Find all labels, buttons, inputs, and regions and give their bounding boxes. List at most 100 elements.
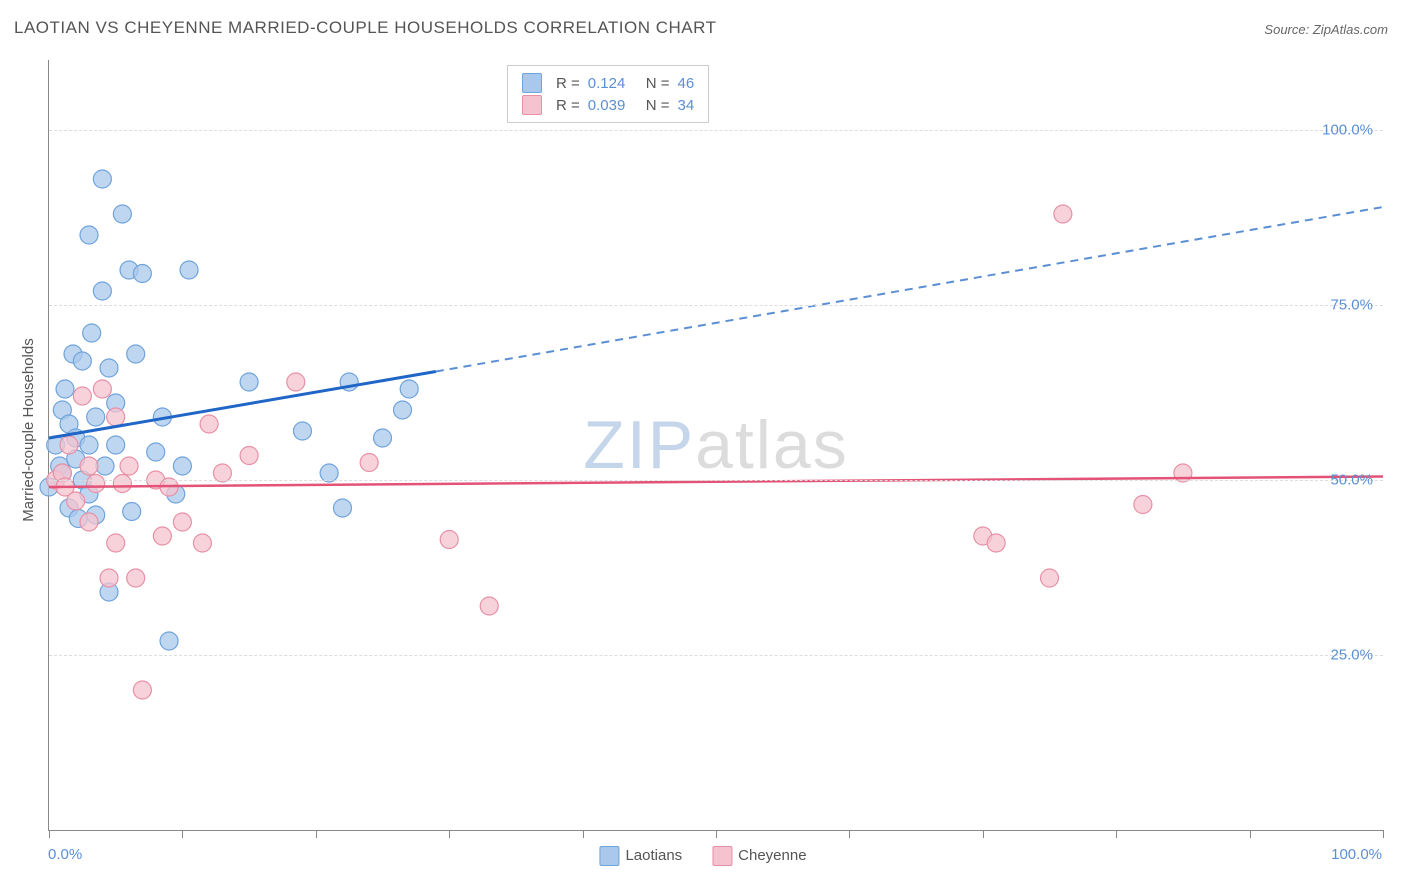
scatter-point — [83, 324, 101, 342]
scatter-point — [173, 457, 191, 475]
scatter-point — [80, 457, 98, 475]
legend-n-label: N = — [646, 97, 670, 114]
scatter-point — [360, 454, 378, 472]
x-tick — [316, 830, 317, 838]
scatter-point — [80, 513, 98, 531]
legend-swatch-icon — [712, 846, 732, 866]
scatter-point — [133, 681, 151, 699]
legend-top-row: R = 0.039 N = 34 — [522, 94, 694, 116]
scatter-point — [440, 531, 458, 549]
legend-top-row: R = 0.124 N = 46 — [522, 72, 694, 94]
scatter-point — [93, 170, 111, 188]
scatter-point — [1041, 569, 1059, 587]
grid-line — [49, 480, 1383, 481]
scatter-point — [240, 447, 258, 465]
legend-r-label: R = — [556, 97, 580, 114]
scatter-point — [374, 429, 392, 447]
legend-n-value: 46 — [678, 75, 695, 92]
scatter-point — [87, 475, 105, 493]
y-tick-label: 75.0% — [1330, 297, 1373, 314]
scatter-point — [1054, 205, 1072, 223]
grid-line — [49, 655, 1383, 656]
scatter-point — [96, 457, 114, 475]
scatter-point — [73, 387, 91, 405]
scatter-point — [60, 436, 78, 454]
grid-line — [49, 305, 1383, 306]
scatter-point — [107, 408, 125, 426]
scatter-point — [100, 359, 118, 377]
scatter-point — [93, 380, 111, 398]
scatter-point — [153, 527, 171, 545]
x-tick — [49, 830, 50, 838]
trend-line — [436, 207, 1383, 372]
legend-swatch-icon — [522, 95, 542, 115]
scatter-point — [173, 513, 191, 531]
scatter-point — [240, 373, 258, 391]
x-axis-max-label: 100.0% — [1331, 846, 1382, 863]
y-tick-label: 100.0% — [1322, 122, 1373, 139]
legend-bottom: Laotians Cheyenne — [599, 846, 806, 866]
scatter-point — [133, 265, 151, 283]
x-axis-min-label: 0.0% — [48, 846, 82, 863]
scatter-point — [87, 408, 105, 426]
x-tick — [1250, 830, 1251, 838]
scatter-point — [93, 282, 111, 300]
x-tick — [182, 830, 183, 838]
legend-n-label: N = — [646, 75, 670, 92]
scatter-point — [67, 492, 85, 510]
scatter-point — [1134, 496, 1152, 514]
scatter-point — [287, 373, 305, 391]
x-tick — [583, 830, 584, 838]
x-tick — [1383, 830, 1384, 838]
chart-title: LAOTIAN VS CHEYENNE MARRIED-COUPLE HOUSE… — [14, 18, 717, 38]
scatter-point — [400, 380, 418, 398]
scatter-point — [113, 205, 131, 223]
legend-n-value: 34 — [678, 97, 695, 114]
scatter-point — [987, 534, 1005, 552]
scatter-point — [193, 534, 211, 552]
x-tick — [1116, 830, 1117, 838]
scatter-point — [200, 415, 218, 433]
legend-r-label: R = — [556, 75, 580, 92]
chart-container: LAOTIAN VS CHEYENNE MARRIED-COUPLE HOUSE… — [0, 0, 1406, 892]
scatter-point — [127, 569, 145, 587]
source-attribution: Source: ZipAtlas.com — [1264, 22, 1388, 37]
grid-line — [49, 130, 1383, 131]
scatter-point — [123, 503, 141, 521]
plot-svg — [49, 60, 1383, 830]
legend-item-cheyenne: Cheyenne — [712, 846, 806, 866]
legend-top-box: R = 0.124 N = 46 R = 0.039 N = 34 — [507, 65, 709, 123]
scatter-point — [56, 380, 74, 398]
scatter-point — [120, 457, 138, 475]
legend-item-laotians: Laotians — [599, 846, 682, 866]
source-name: ZipAtlas.com — [1313, 22, 1388, 37]
scatter-point — [80, 226, 98, 244]
scatter-point — [127, 345, 145, 363]
scatter-point — [73, 352, 91, 370]
scatter-point — [180, 261, 198, 279]
legend-swatch-icon — [522, 73, 542, 93]
scatter-point — [147, 443, 165, 461]
scatter-point — [80, 436, 98, 454]
scatter-point — [333, 499, 351, 517]
legend-r-value: 0.039 — [588, 97, 638, 114]
legend-swatch-icon — [599, 846, 619, 866]
chart-plot-area: ZIPatlas R =0.124N =46R =0.039N =34 25.0… — [48, 60, 1383, 831]
scatter-point — [107, 534, 125, 552]
scatter-point — [100, 569, 118, 587]
scatter-point — [480, 597, 498, 615]
legend-r-value: 0.124 — [588, 75, 638, 92]
y-axis-title: Married-couple Households — [20, 338, 37, 521]
scatter-point — [293, 422, 311, 440]
source-label: Source: — [1264, 22, 1309, 37]
x-tick — [716, 830, 717, 838]
legend-label: Cheyenne — [738, 847, 806, 864]
x-tick — [449, 830, 450, 838]
scatter-point — [107, 436, 125, 454]
y-tick-label: 25.0% — [1330, 647, 1373, 664]
x-tick — [849, 830, 850, 838]
scatter-point — [113, 475, 131, 493]
x-tick — [983, 830, 984, 838]
scatter-point — [160, 632, 178, 650]
legend-label: Laotians — [625, 847, 682, 864]
